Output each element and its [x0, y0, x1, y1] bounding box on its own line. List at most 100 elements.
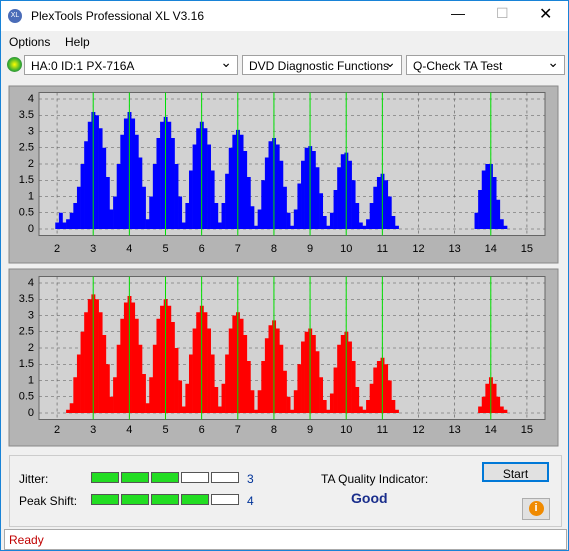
y-tick-label: 0	[28, 407, 34, 419]
bar	[268, 141, 273, 229]
bar	[80, 331, 85, 413]
bar	[395, 225, 399, 229]
bar	[485, 164, 490, 229]
bar	[366, 219, 371, 229]
bar	[391, 216, 396, 229]
y-tick-label: 2.5	[19, 142, 34, 154]
bar	[174, 164, 179, 229]
y-tick-label: 4	[28, 277, 34, 289]
bar	[203, 128, 208, 229]
bar	[145, 219, 150, 229]
bar	[203, 312, 208, 413]
bar	[102, 147, 107, 229]
bar	[232, 134, 237, 229]
meter-segment	[181, 494, 209, 505]
bar	[149, 196, 154, 229]
bar	[66, 409, 71, 413]
bar	[69, 212, 74, 229]
meter-segment	[151, 472, 179, 483]
bar	[355, 387, 360, 413]
bar	[322, 216, 327, 229]
bar	[58, 212, 63, 229]
bar	[246, 177, 251, 229]
bar	[301, 341, 305, 413]
bar	[109, 396, 114, 413]
bar	[246, 361, 251, 413]
bar	[384, 364, 389, 413]
bar	[185, 203, 190, 229]
bar	[297, 183, 302, 229]
menu-options[interactable]: Options	[9, 35, 51, 49]
bar	[351, 361, 356, 413]
minimize[interactable]: —	[451, 5, 465, 21]
meter-segment	[121, 472, 149, 483]
peak-shift-value: 4	[247, 494, 254, 508]
maximize[interactable]: ☐	[496, 5, 509, 21]
peak-shift-meter	[91, 494, 241, 508]
bar	[243, 151, 248, 229]
jitter-meter	[91, 472, 241, 486]
info-button[interactable]: i	[522, 498, 550, 520]
bar	[134, 134, 139, 229]
bar	[142, 186, 146, 229]
bar	[391, 400, 396, 413]
y-tick-label: 2.5	[19, 326, 34, 338]
bar	[311, 151, 316, 229]
bar	[387, 196, 392, 229]
bar	[329, 393, 334, 413]
bar	[250, 390, 255, 413]
start-button[interactable]: Start	[482, 462, 549, 482]
y-tick-label: 1.5	[19, 174, 34, 186]
bar	[268, 325, 273, 413]
y-tick-label: 3	[28, 309, 34, 321]
bar	[239, 318, 244, 413]
bar	[286, 396, 291, 413]
bar	[134, 318, 139, 413]
y-tick-label: 0.5	[19, 207, 34, 219]
menu-help[interactable]: Help	[65, 35, 90, 49]
bar	[87, 121, 92, 229]
bar	[492, 177, 497, 229]
bar	[340, 154, 345, 229]
bar	[376, 361, 381, 413]
bar	[149, 377, 154, 413]
bar	[69, 403, 74, 413]
bar	[55, 222, 60, 229]
bar	[131, 302, 136, 413]
bar	[358, 222, 363, 229]
x-tick-label: 9	[307, 424, 313, 436]
close[interactable]: ✕	[539, 6, 553, 23]
bar	[387, 380, 392, 413]
y-tick-label: 3	[28, 125, 34, 137]
x-tick-label: 12	[412, 424, 424, 436]
x-tick-label: 6	[199, 243, 205, 255]
bar	[225, 173, 230, 229]
bar	[333, 367, 338, 413]
bar	[207, 144, 211, 229]
device-select[interactable]: HA:0 ID:1 PX-716A	[24, 52, 238, 75]
bar	[138, 157, 143, 229]
bar	[66, 219, 71, 229]
function-select[interactable]: DVD Diagnostic Functions	[242, 52, 402, 75]
bar	[481, 396, 486, 413]
meter-segment	[211, 494, 239, 505]
bar	[210, 170, 215, 229]
x-tick-label: 9	[307, 243, 313, 255]
bar	[481, 170, 486, 229]
app-icon: XL	[8, 9, 22, 23]
x-tick-label: 4	[126, 424, 132, 436]
x-tick-label: 13	[449, 424, 461, 436]
x-tick-label: 7	[235, 243, 241, 255]
test-select[interactable]: Q-Check TA Test	[406, 52, 565, 75]
jitter-label: Jitter:	[19, 472, 49, 486]
bar	[290, 225, 295, 229]
y-tick-label: 2	[28, 158, 34, 170]
device-icon	[7, 57, 22, 72]
bar	[293, 209, 298, 229]
bar	[185, 383, 190, 413]
bar	[337, 344, 342, 413]
x-tick-label: 7	[235, 424, 241, 436]
bar	[87, 299, 92, 413]
bar	[311, 335, 316, 413]
bar	[76, 186, 81, 229]
